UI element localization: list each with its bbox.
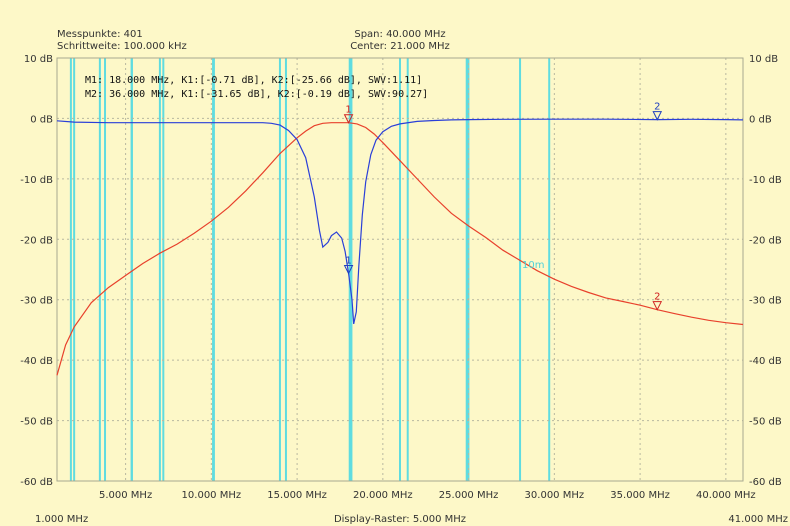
display-raster-label: Display-Raster: 5.000 MHz [334,514,466,525]
series-line-0 [56,122,744,376]
marker-2-readout: M2: 36.000 MHz, K1:[-31.65 dB], K2:[-0.1… [85,89,428,100]
y-tick-right-5: -40 dB [749,356,782,367]
span-label: Span: 40.000 MHz [354,29,445,40]
start-frequency-label: 1.000 MHz [35,514,88,525]
y-tick-left-3: -20 dB [20,235,53,246]
marker-triangle-0 [343,114,354,124]
marker-1-readout: M1: 18.000 MHz, K1:[-0.71 dB], K2:[-25.6… [85,75,422,86]
measure-points-label: Messpunkte: 401 [57,29,143,40]
y-tick-left-1: 0 dB [30,114,53,125]
marker-triangles: 1 1 2 2 [343,102,663,311]
x-tick-labels: 5.000 MHz 10.000 MHz 15.000 MHz 20.000 MHz 2… [99,490,756,501]
y-tick-labels-right: 10 dB 0 dB -10 dB -20 dB -30 dB -40 dB -50 dB -… [749,54,782,488]
y-tick-labels-left: 10 dB 0 dB -10 dB -20 dB -30 dB -40 dB -50 dB -… [20,54,53,488]
y-tick-right-1: 0 dB [749,114,772,125]
y-tick-left-6: -50 dB [20,417,53,428]
y-tick-right-6: -50 dB [749,417,782,428]
x-tick-1: 10.000 MHz [182,490,242,501]
marker-label-1: 1 [345,255,351,266]
y-tick-left-2: -10 dB [20,175,53,186]
marker-triangle-3 [652,111,663,121]
series-line-1 [56,118,744,325]
y-tick-right-0: 10 dB [749,54,778,65]
x-tick-2: 15.000 MHz [267,490,327,501]
y-tick-right-2: -10 dB [749,175,782,186]
y-tick-right-3: -20 dB [749,235,782,246]
y-tick-right-7: -60 dB [749,477,782,488]
x-tick-3: 20.000 MHz [353,490,413,501]
marker-triangle-1 [343,264,354,275]
x-tick-0: 5.000 MHz [99,490,152,501]
marker-label-3: 2 [654,102,660,113]
y-tick-right-4: -30 dB [749,296,782,307]
marker-label-2: 2 [654,292,660,303]
plot-frame [56,57,744,482]
x-tick-6: 35.000 MHz [610,490,670,501]
y-tick-left-0: 10 dB [24,54,53,65]
center-label: Center: 21.000 MHz [350,41,450,52]
x-tick-7: 40.000 MHz [696,490,756,501]
amateur-band-lines [69,58,551,481]
marker-label-0: 1 [345,105,351,116]
step-width-label: Schrittweite: 100.000 kHz [57,41,187,52]
band-annotation-10m: 10m [522,260,544,271]
y-tick-left-4: -30 dB [20,296,53,307]
x-tick-4: 25.000 MHz [439,490,499,501]
marker-triangle-2 [652,301,663,311]
y-tick-left-7: -60 dB [20,477,53,488]
series-lines [56,118,744,376]
stop-frequency-label: 41.000 MHz [728,514,788,525]
y-tick-left-5: -40 dB [20,356,53,367]
x-tick-5: 30.000 MHz [525,490,585,501]
